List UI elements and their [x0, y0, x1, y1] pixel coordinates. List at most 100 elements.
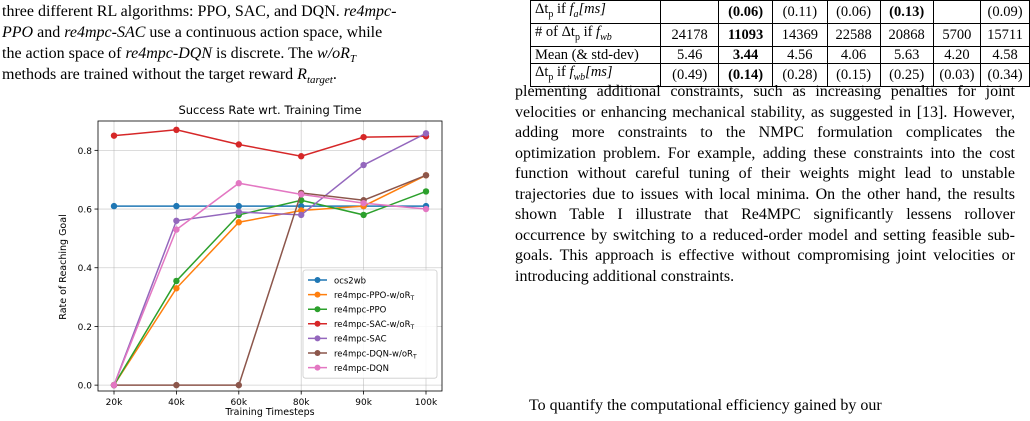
data-point	[173, 217, 180, 224]
table-cell: (0.14)	[718, 63, 774, 87]
table-cell: (0.06)	[826, 0, 881, 24]
data-point	[422, 130, 430, 137]
data-point	[110, 381, 118, 389]
table-row: Δtp if fa[ms] (0.06) (0.11) (0.06) (0.13…	[529, 0, 1030, 24]
table-cell: 4.58	[980, 45, 1030, 64]
table-row-label: Mean (& std-dev)	[529, 45, 662, 64]
table-row: Δtp if fwb[ms] (0.49) (0.14) (0.28) (0.1…	[529, 63, 1030, 87]
table-cell: 15711	[980, 22, 1030, 47]
body-paragraph-1: plementing additional constraints, such …	[515, 83, 1015, 285]
data-point	[235, 141, 242, 148]
x-axis-label: Training Timesteps	[224, 407, 314, 418]
legend-swatch-marker	[314, 320, 321, 327]
data-point	[235, 208, 242, 216]
y-tick-label: 0.2	[78, 323, 92, 333]
caption-line-4: methods are trained without the target r…	[2, 66, 337, 87]
y-tick-label: 0.0	[78, 382, 93, 392]
table-cell	[660, 0, 720, 24]
data-point	[422, 172, 430, 179]
x-tick-label: 100k	[415, 398, 438, 408]
series-line	[113, 182, 427, 386]
legend-entry: re4mpc-PPO-w/oRT	[334, 291, 415, 302]
legend-entry: re4mpc-DQN-w/oRT	[334, 349, 417, 360]
table-cell: (0.09)	[980, 0, 1030, 24]
table-cell: (0.13)	[879, 0, 934, 24]
table-row-label: Δtp if fwb[ms]	[529, 63, 662, 87]
plot-frame	[97, 120, 443, 392]
data-point	[298, 211, 305, 219]
table-row: # of Δtp if fwb 24178 11093 14369 22588 …	[529, 22, 1030, 47]
legend-swatch-marker	[314, 335, 321, 342]
table-cell: 4.06	[826, 45, 881, 64]
legend-entry: re4mpc-DQN	[334, 364, 389, 374]
table-cell: 11093	[718, 22, 774, 47]
results-table: Δtp if fa[ms] (0.06) (0.11) (0.06) (0.13…	[529, 0, 1030, 87]
data-point	[235, 381, 242, 389]
x-tick-label: 40k	[168, 398, 185, 408]
success-rate-chart: Success Rate wrt. Training Time 0.0 0.2 0.…	[58, 103, 443, 418]
series-line	[113, 129, 427, 157]
data-point	[110, 202, 118, 210]
x-tick-label: 20k	[106, 398, 123, 408]
legend-swatch-marker	[314, 306, 321, 313]
y-axis-label: Rate of Reaching Goal	[58, 214, 69, 319]
legend-swatch-marker	[314, 277, 321, 283]
data-point	[422, 188, 430, 195]
chart-title: Success Rate wrt. Training Time	[178, 103, 361, 117]
data-point	[360, 161, 367, 169]
data-point	[360, 211, 367, 219]
table-cell: (0.03)	[932, 63, 982, 87]
data-point	[173, 285, 180, 292]
x-tick-label: 60k	[230, 398, 247, 408]
legend-entry: re4mpc-SAC	[334, 335, 387, 345]
y-tick-label: 0.6	[78, 206, 93, 216]
data-point	[173, 277, 180, 285]
legend-entry: ocs2wb	[334, 276, 366, 286]
table-cell: 24178	[660, 22, 720, 47]
data-point	[235, 219, 242, 226]
table-cell: 20868	[879, 22, 934, 47]
table-cell: 3.44	[718, 45, 774, 64]
table-row-label: Δtp if fa[ms]	[529, 0, 662, 24]
data-point	[173, 126, 180, 134]
table-cell: 5700	[932, 22, 982, 47]
series-line	[113, 174, 427, 386]
table-row-label: # of Δtp if fwb	[529, 22, 662, 47]
table-cell: 4.20	[932, 45, 982, 64]
data-point	[298, 153, 305, 160]
data-point	[298, 207, 305, 214]
table-cell: (0.06)	[718, 0, 774, 24]
table-cell: 14369	[772, 22, 828, 47]
caption-text: three different RL algorithms: PPO, SAC,…	[0, 2, 504, 86]
table-cell: (0.34)	[980, 63, 1030, 87]
legend-swatch-marker	[314, 291, 321, 298]
data-point	[298, 191, 305, 198]
legend-entry: re4mpc-PPO	[334, 306, 387, 316]
data-point	[360, 199, 367, 207]
body-paragraph-2: To quantify the computational efficiency…	[529, 397, 882, 414]
table-cell: (0.15)	[826, 63, 881, 87]
table-cell: (0.28)	[772, 63, 828, 87]
legend-entry: re4mpc-SAC-w/oRT	[334, 320, 415, 331]
legend-box	[302, 269, 438, 379]
y-tick-label: 0.8	[78, 147, 93, 157]
series-line	[114, 174, 427, 386]
y-tick-label: 0.4	[78, 264, 93, 274]
table-cell: 22588	[826, 22, 881, 47]
table-cell	[932, 0, 982, 24]
series-line	[113, 190, 427, 386]
legend-swatch-marker	[314, 364, 321, 371]
table-row: Mean (& std-dev) 5.46 3.44 4.56 4.06 5.6…	[529, 45, 1030, 64]
data-point	[235, 202, 242, 210]
data-point	[298, 202, 305, 210]
data-point	[110, 132, 118, 139]
data-point	[235, 180, 242, 187]
table-cell: 4.56	[772, 45, 828, 64]
table-cell: (0.11)	[772, 0, 828, 24]
caption-line-3: the action space of re4mpc-DQN is discre…	[2, 45, 357, 66]
table-cell: 5.63	[879, 45, 934, 64]
data-point	[173, 381, 180, 389]
caption-line-1: three different RL algorithms: PPO, SAC,…	[2, 3, 397, 20]
x-tick-label: 90k	[355, 398, 372, 408]
data-point	[422, 205, 430, 213]
